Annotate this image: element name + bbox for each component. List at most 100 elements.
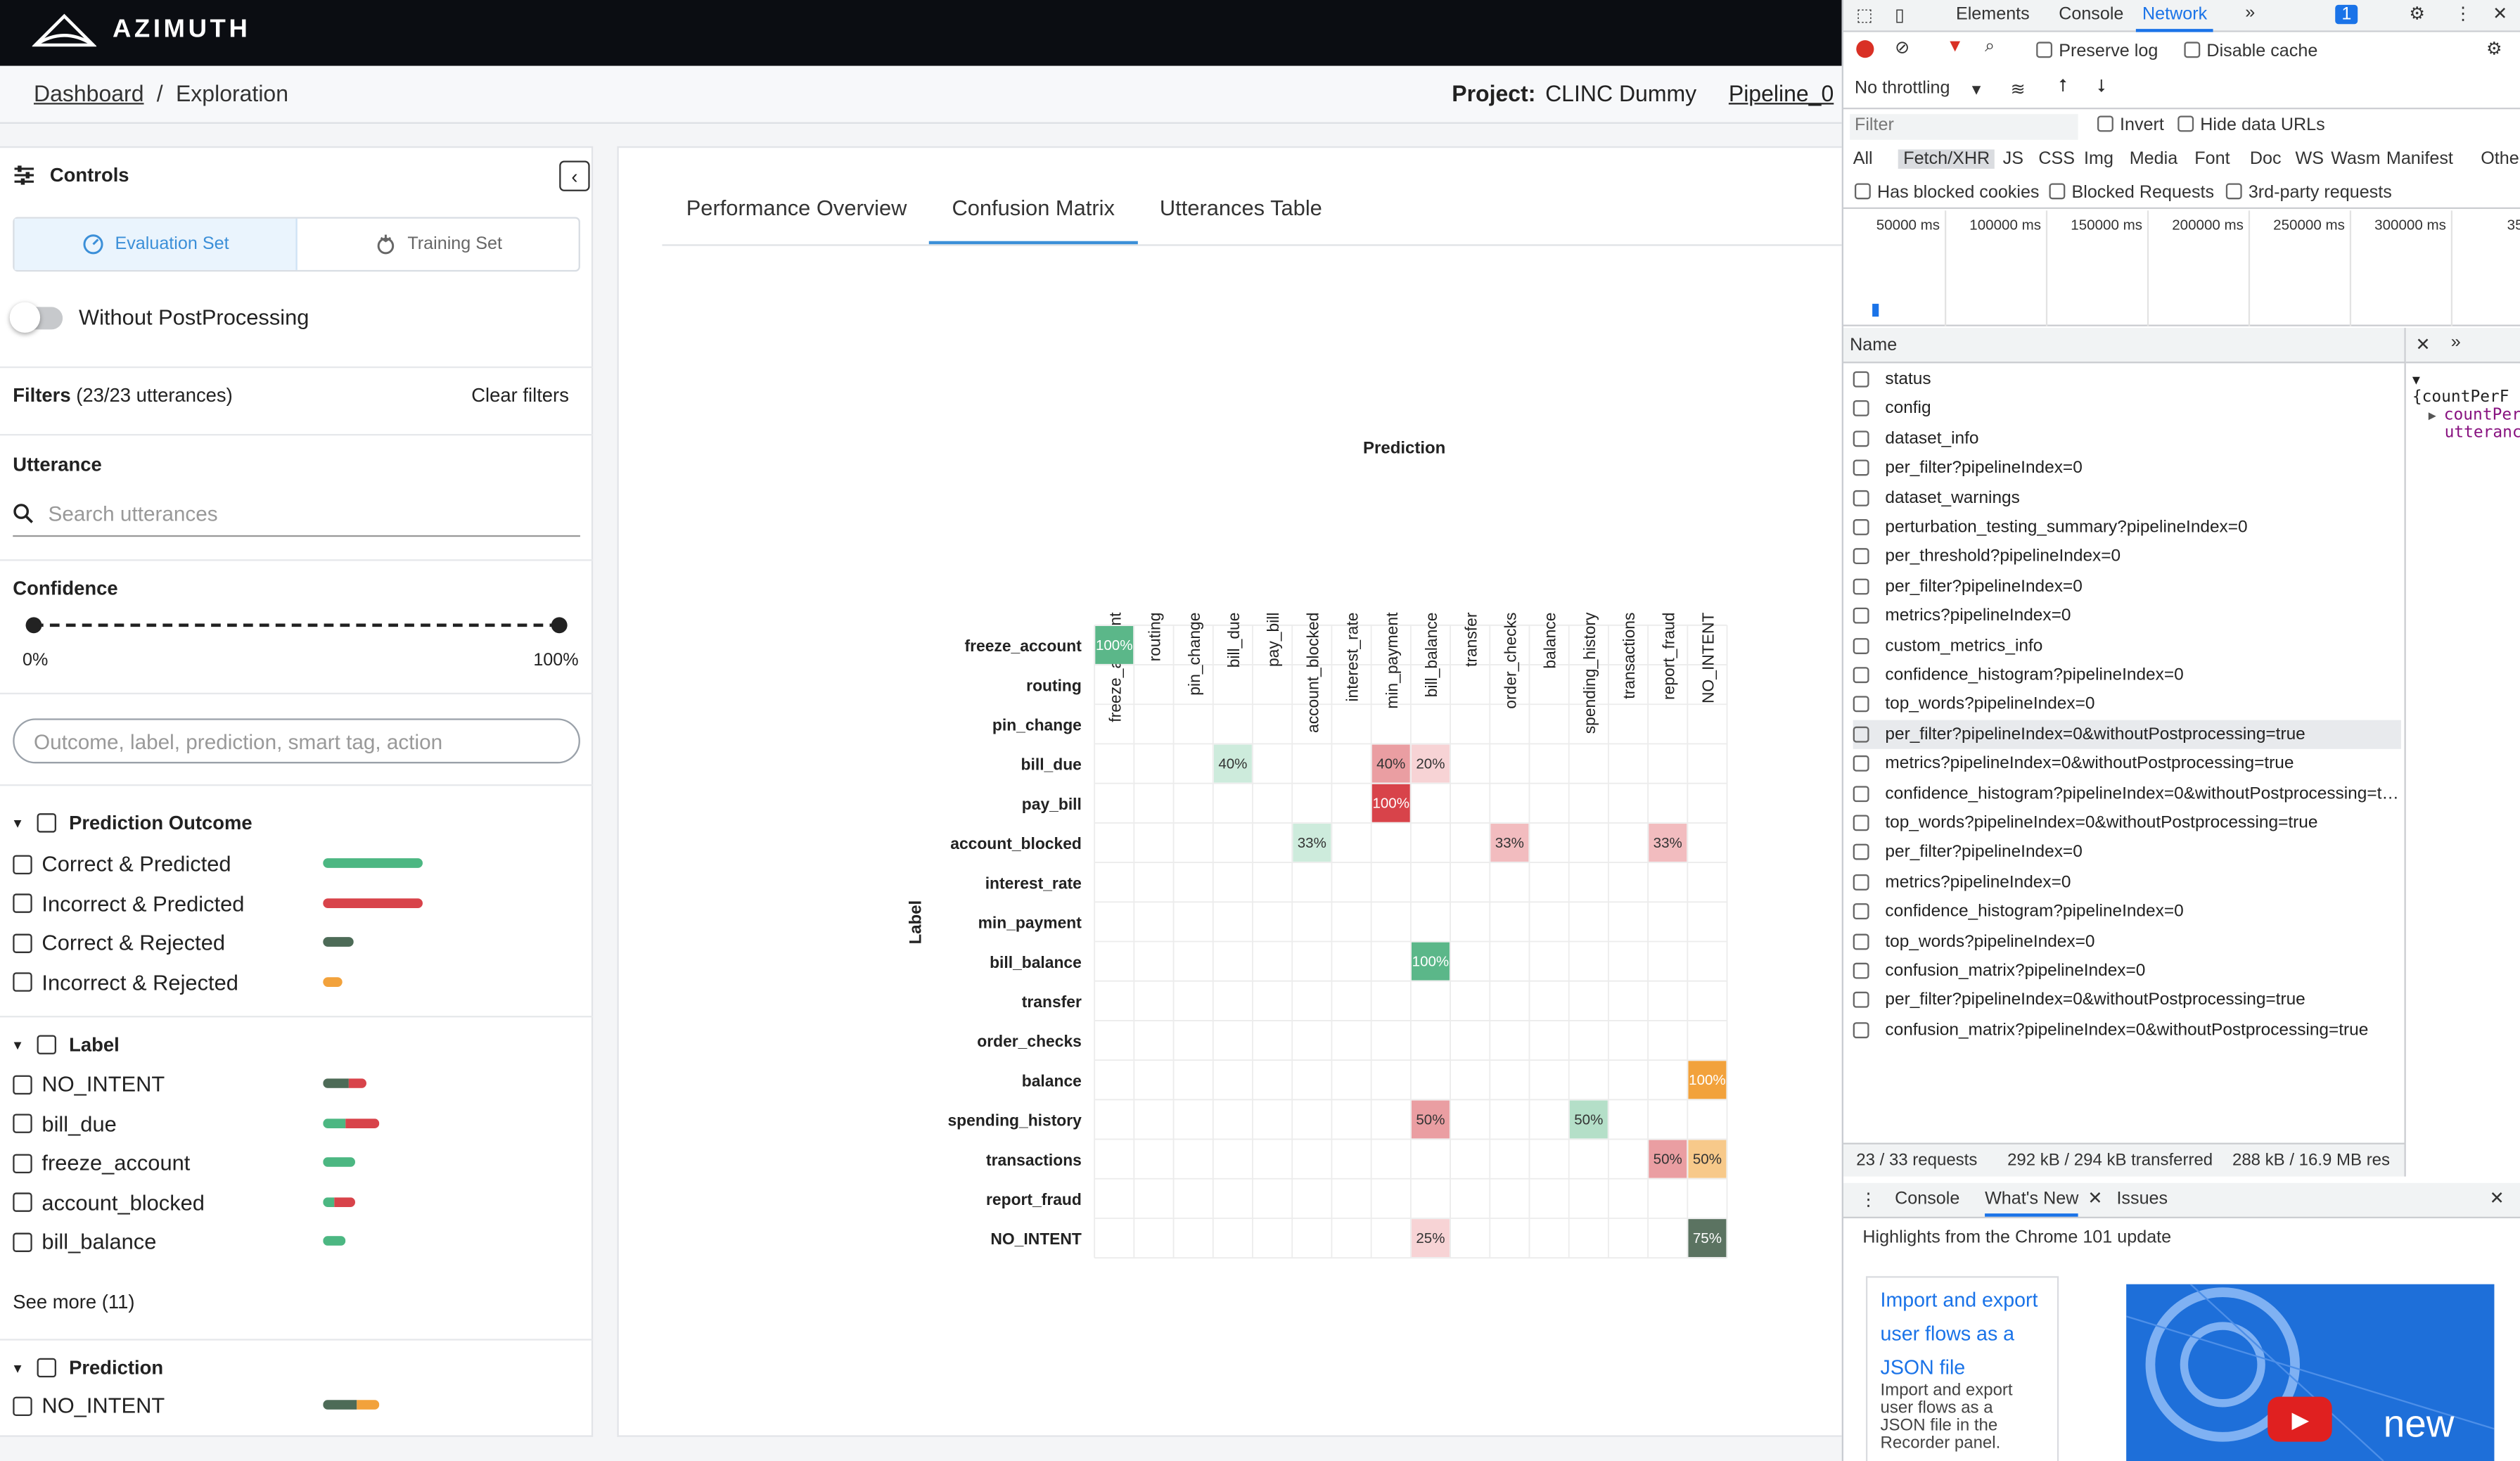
preview-line[interactable]: ▼ {countPerF bbox=[2412, 373, 2509, 407]
blocked-cookies-checkbox[interactable]: Has blocked cookies bbox=[1854, 183, 2040, 203]
label-group-header[interactable]: ▼ Label bbox=[11, 1033, 120, 1056]
label-filter-checkbox[interactable] bbox=[13, 1114, 32, 1133]
network-request-row[interactable]: perturbation_testing_summary?pipelineInd… bbox=[1853, 513, 2401, 542]
close-tab-icon[interactable]: ✕ bbox=[2087, 1189, 2103, 1209]
matrix-cell[interactable] bbox=[1688, 1061, 1727, 1099]
network-request-row[interactable]: per_filter?pipelineIndex=0&withoutPostpr… bbox=[1853, 720, 2401, 749]
matrix-cell[interactable] bbox=[1411, 942, 1450, 981]
postprocessing-toggle[interactable] bbox=[9, 301, 63, 332]
preserve-log-checkbox[interactable]: Preserve log bbox=[2036, 42, 2158, 61]
device-toggle-icon[interactable]: ▯ bbox=[1895, 6, 1905, 26]
network-request-row[interactable]: confidence_histogram?pipelineIndex=0 bbox=[1853, 897, 2401, 926]
feature-card[interactable]: Import and export user flows as a JSON f… bbox=[1865, 1276, 2059, 1461]
collapse-panel-button[interactable]: ‹ bbox=[559, 160, 590, 191]
network-request-row[interactable]: dataset_warnings bbox=[1853, 483, 2401, 512]
outcome-row[interactable]: Correct & Rejected bbox=[13, 931, 583, 955]
type-filter-css[interactable]: CSS bbox=[2038, 149, 2076, 169]
third-party-checkbox[interactable]: 3rd-party requests bbox=[2225, 183, 2392, 203]
network-request-row[interactable]: confidence_histogram?pipelineIndex=0 bbox=[1853, 661, 2401, 689]
type-filter-js[interactable]: JS bbox=[2002, 149, 2023, 169]
smart-filter-input[interactable]: Outcome, label, prediction, smart tag, a… bbox=[13, 718, 580, 764]
outcome-row[interactable]: Incorrect & Predicted bbox=[13, 891, 583, 915]
matrix-cell[interactable] bbox=[1411, 1100, 1450, 1139]
type-filter-media[interactable]: Media bbox=[2129, 149, 2178, 169]
prediction-group-header[interactable]: ▼ Prediction bbox=[11, 1356, 163, 1379]
type-filter-font[interactable]: Font bbox=[2194, 149, 2230, 169]
label-filter-checkbox[interactable] bbox=[13, 1232, 32, 1251]
matrix-cell[interactable] bbox=[1649, 1140, 1687, 1178]
matrix-cell[interactable] bbox=[1213, 744, 1252, 783]
matrix-cell[interactable] bbox=[1293, 824, 1331, 862]
network-request-row[interactable]: custom_metrics_info bbox=[1853, 631, 2401, 660]
tab-confusion-matrix[interactable]: Confusion Matrix bbox=[929, 180, 1137, 245]
network-request-row[interactable]: per_threshold?pipelineIndex=0 bbox=[1853, 542, 2401, 571]
slider-min-handle[interactable] bbox=[25, 617, 42, 634]
label-filter-row[interactable]: freeze_account bbox=[13, 1151, 583, 1175]
more-tabs-icon[interactable]: » bbox=[2450, 332, 2461, 352]
devtools-tab-console[interactable]: Console bbox=[2059, 4, 2124, 25]
matrix-cell[interactable] bbox=[1095, 625, 1134, 664]
label-filter-row[interactable]: NO_INTENT bbox=[13, 1072, 583, 1096]
throttling-select[interactable]: No throttling bbox=[1854, 78, 1950, 98]
close-drawer-icon[interactable]: ✕ bbox=[2489, 1189, 2505, 1209]
matrix-cell[interactable] bbox=[1411, 1219, 1450, 1258]
label-filter-checkbox[interactable] bbox=[13, 1192, 32, 1212]
matrix-cell[interactable] bbox=[1411, 744, 1450, 783]
slider-max-handle[interactable] bbox=[551, 617, 568, 634]
inspect-icon[interactable]: ⬚ bbox=[1856, 6, 1874, 26]
label-group-checkbox[interactable] bbox=[37, 1035, 56, 1054]
matrix-cell[interactable] bbox=[1688, 1140, 1727, 1178]
tab-evaluation-set[interactable]: Evaluation Set bbox=[14, 218, 298, 270]
network-settings-icon[interactable]: ⚙ bbox=[2486, 40, 2502, 60]
outcome-checkbox[interactable] bbox=[13, 972, 32, 992]
network-request-row[interactable]: metrics?pipelineIndex=0 bbox=[1853, 867, 2401, 896]
export-har-icon[interactable]: ⭣ bbox=[2097, 77, 2106, 97]
drawer-tab-issues[interactable]: Issues bbox=[2116, 1189, 2168, 1209]
azimuth-logo[interactable]: AZIMUTH bbox=[32, 13, 251, 48]
more-tabs-icon[interactable]: » bbox=[2245, 3, 2256, 23]
outcome-row[interactable]: Incorrect & Rejected bbox=[13, 970, 583, 994]
search-input[interactable]: Search utterances bbox=[48, 500, 218, 525]
feature-card-title[interactable]: Import and export user flows as a JSON f… bbox=[1880, 1289, 2038, 1379]
drawer-tab-console[interactable]: Console bbox=[1895, 1189, 1960, 1209]
video-thumbnail[interactable]: ▶ new bbox=[2126, 1284, 2495, 1461]
network-request-row[interactable]: per_filter?pipelineIndex=0 bbox=[1853, 838, 2401, 867]
blocked-requests-checkbox[interactable]: Blocked Requests bbox=[2049, 183, 2214, 203]
matrix-cell[interactable] bbox=[1371, 784, 1410, 822]
confidence-slider[interactable] bbox=[25, 617, 568, 634]
label-filter-row[interactable]: account_blocked bbox=[13, 1190, 583, 1214]
matrix-cell[interactable] bbox=[1371, 744, 1410, 783]
network-request-row[interactable]: per_filter?pipelineIndex=0 bbox=[1853, 572, 2401, 601]
network-request-row[interactable]: per_filter?pipelineIndex=0&withoutPostpr… bbox=[1853, 986, 2401, 1015]
matrix-cell[interactable] bbox=[1688, 1219, 1727, 1258]
hide-data-urls-checkbox[interactable]: Hide data URLs bbox=[2177, 115, 2325, 135]
prediction-group-checkbox[interactable] bbox=[37, 1358, 56, 1378]
prediction-filter-checkbox[interactable] bbox=[13, 1396, 32, 1415]
disable-cache-checkbox[interactable]: Disable cache bbox=[2184, 42, 2317, 61]
type-filter-doc[interactable]: Doc bbox=[2249, 149, 2282, 169]
network-timeline[interactable]: 50000 ms 100000 ms 150000 ms 200000 ms 25000… bbox=[1843, 210, 2520, 326]
type-filter-ws[interactable]: WS bbox=[2295, 149, 2324, 169]
outcome-group-checkbox[interactable] bbox=[37, 813, 56, 833]
outcome-group-header[interactable]: ▼ Prediction Outcome bbox=[11, 812, 252, 834]
import-har-icon[interactable]: ⭡ bbox=[2059, 77, 2068, 97]
search-utterances-field[interactable]: Search utterances bbox=[13, 490, 580, 537]
issues-badge[interactable]: 1 bbox=[2335, 4, 2358, 25]
label-filter-checkbox[interactable] bbox=[13, 1153, 32, 1173]
matrix-cell[interactable] bbox=[1569, 1100, 1608, 1139]
drawer-menu-icon[interactable]: ⋮ bbox=[1859, 1191, 1877, 1211]
network-request-row[interactable]: confusion_matrix?pipelineIndex=0 bbox=[1853, 957, 2401, 985]
see-more-labels-link[interactable]: See more (11) bbox=[13, 1290, 135, 1313]
network-request-row[interactable]: top_words?pipelineIndex=0&withoutPostpro… bbox=[1853, 808, 2401, 837]
devtools-tab-network[interactable]: Network bbox=[2142, 4, 2208, 25]
record-icon[interactable] bbox=[1856, 40, 1874, 58]
tab-performance-overview[interactable]: Performance Overview bbox=[686, 196, 907, 221]
clear-icon[interactable]: ⊘ bbox=[1895, 38, 1910, 58]
close-preview-icon[interactable]: ✕ bbox=[2415, 336, 2431, 355]
type-filter-other[interactable]: Other bbox=[2481, 149, 2520, 169]
outcome-checkbox[interactable] bbox=[13, 933, 32, 952]
network-filter-input[interactable]: Filter bbox=[1850, 114, 2078, 140]
outcome-checkbox[interactable] bbox=[13, 893, 32, 913]
kebab-menu-icon[interactable]: ⋮ bbox=[2454, 4, 2472, 25]
type-filter-manifest[interactable]: Manifest bbox=[2386, 149, 2453, 169]
